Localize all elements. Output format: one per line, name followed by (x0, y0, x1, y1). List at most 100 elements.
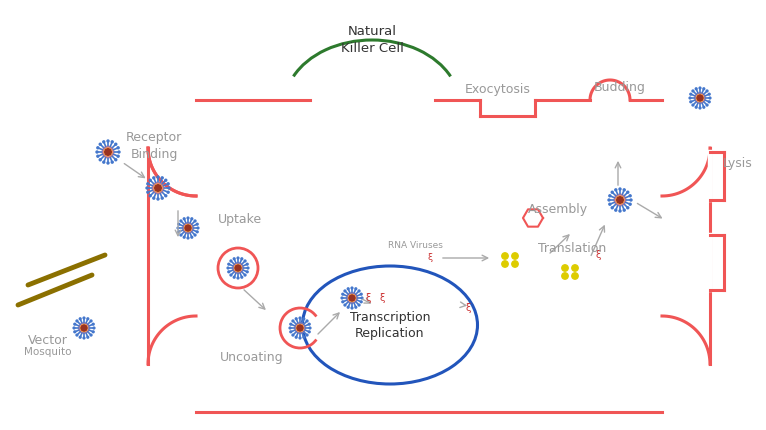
Circle shape (187, 227, 189, 229)
Circle shape (147, 183, 149, 185)
Circle shape (353, 299, 355, 301)
Circle shape (187, 237, 189, 239)
Circle shape (342, 301, 344, 303)
Circle shape (299, 327, 301, 329)
Circle shape (701, 99, 702, 100)
Circle shape (90, 320, 92, 322)
Circle shape (157, 198, 159, 200)
Circle shape (103, 161, 105, 163)
Circle shape (698, 99, 699, 100)
Circle shape (696, 88, 697, 90)
Circle shape (117, 155, 119, 157)
Circle shape (178, 231, 180, 233)
Circle shape (104, 148, 112, 156)
Circle shape (152, 182, 164, 194)
Text: Replication: Replication (355, 328, 425, 341)
Circle shape (699, 87, 701, 89)
Circle shape (187, 225, 188, 227)
Circle shape (629, 203, 631, 205)
Circle shape (191, 218, 193, 220)
Circle shape (239, 269, 241, 270)
Circle shape (512, 261, 519, 267)
Circle shape (115, 143, 116, 145)
Circle shape (105, 151, 106, 153)
Circle shape (74, 331, 76, 333)
Circle shape (608, 199, 610, 201)
Circle shape (97, 155, 99, 157)
Circle shape (301, 326, 303, 327)
Circle shape (351, 287, 353, 289)
Circle shape (79, 336, 81, 338)
Circle shape (196, 223, 198, 225)
Circle shape (76, 320, 78, 322)
Circle shape (620, 201, 623, 203)
Circle shape (692, 90, 694, 92)
Circle shape (100, 143, 101, 145)
Circle shape (152, 197, 155, 199)
Circle shape (187, 217, 189, 219)
Circle shape (695, 93, 705, 103)
Circle shape (709, 101, 710, 103)
Circle shape (185, 224, 192, 231)
Circle shape (247, 271, 248, 273)
Circle shape (82, 329, 83, 330)
Circle shape (690, 93, 692, 95)
Circle shape (697, 97, 699, 99)
Circle shape (344, 304, 345, 306)
Circle shape (347, 306, 349, 308)
Circle shape (147, 191, 149, 193)
Circle shape (237, 277, 239, 279)
Circle shape (353, 297, 355, 299)
Circle shape (235, 267, 237, 269)
Circle shape (79, 318, 81, 319)
Circle shape (361, 297, 363, 299)
Circle shape (187, 229, 188, 231)
Text: Receptor
Binding: Receptor Binding (126, 131, 182, 161)
Circle shape (109, 149, 110, 151)
Text: ξ: ξ (365, 293, 371, 303)
Circle shape (627, 207, 629, 209)
Circle shape (237, 257, 239, 259)
Circle shape (80, 325, 87, 332)
Circle shape (236, 269, 237, 270)
Circle shape (295, 336, 297, 338)
Circle shape (185, 227, 187, 229)
Circle shape (152, 177, 155, 179)
Circle shape (234, 258, 235, 260)
Circle shape (349, 297, 351, 299)
Circle shape (298, 329, 300, 330)
Circle shape (289, 327, 291, 329)
Circle shape (107, 140, 109, 142)
Circle shape (306, 320, 308, 322)
Circle shape (83, 317, 85, 319)
Circle shape (167, 191, 169, 193)
Circle shape (689, 97, 691, 99)
Circle shape (292, 320, 294, 322)
Text: RNA Viruses: RNA Viruses (388, 240, 443, 249)
Circle shape (185, 226, 187, 227)
Circle shape (702, 97, 703, 99)
Circle shape (118, 151, 120, 153)
Circle shape (614, 194, 626, 206)
Circle shape (300, 329, 301, 331)
Circle shape (93, 327, 95, 329)
Circle shape (630, 199, 632, 201)
Circle shape (358, 290, 360, 292)
Circle shape (241, 276, 243, 278)
Circle shape (615, 189, 617, 191)
Text: Budding: Budding (594, 82, 646, 95)
Circle shape (696, 106, 697, 108)
Circle shape (306, 334, 308, 336)
Circle shape (349, 296, 352, 297)
Circle shape (178, 223, 180, 225)
Circle shape (620, 197, 623, 199)
Circle shape (609, 203, 611, 205)
Circle shape (106, 149, 107, 151)
Circle shape (299, 337, 301, 339)
Circle shape (83, 337, 85, 339)
Circle shape (146, 187, 148, 189)
Circle shape (298, 326, 300, 327)
Circle shape (706, 104, 708, 106)
Circle shape (624, 189, 625, 191)
Circle shape (106, 150, 110, 154)
